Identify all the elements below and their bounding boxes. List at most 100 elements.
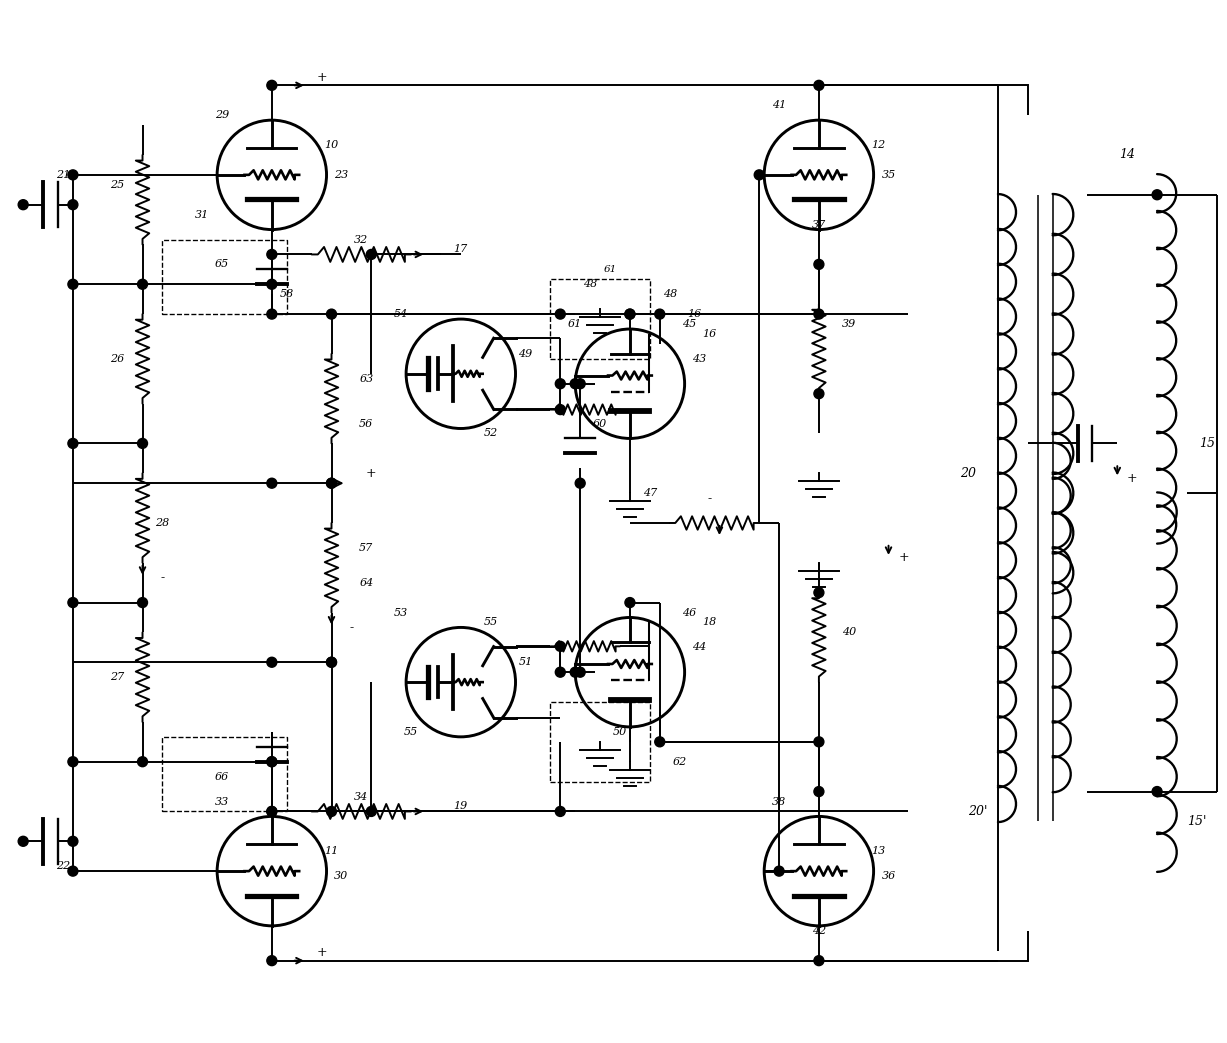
- Text: 20': 20': [968, 805, 988, 818]
- Text: 16: 16: [702, 329, 717, 339]
- Circle shape: [67, 170, 77, 179]
- Circle shape: [67, 438, 77, 448]
- Circle shape: [625, 598, 634, 607]
- Text: 58: 58: [280, 289, 294, 299]
- Circle shape: [367, 806, 377, 817]
- Text: 14: 14: [1119, 148, 1135, 162]
- Circle shape: [1152, 190, 1162, 199]
- Circle shape: [67, 866, 77, 876]
- Circle shape: [625, 309, 634, 319]
- Text: 32: 32: [355, 235, 368, 244]
- Text: +: +: [1126, 471, 1137, 485]
- Text: 12: 12: [871, 140, 886, 150]
- Circle shape: [266, 479, 277, 488]
- Circle shape: [137, 598, 147, 607]
- Text: 13: 13: [871, 846, 886, 856]
- Text: 22: 22: [55, 862, 70, 871]
- Text: 17: 17: [454, 244, 467, 254]
- Circle shape: [814, 389, 823, 398]
- Circle shape: [266, 280, 277, 289]
- Text: 31: 31: [195, 210, 210, 220]
- Circle shape: [137, 280, 147, 289]
- Text: 37: 37: [812, 220, 826, 229]
- Circle shape: [266, 249, 277, 260]
- Circle shape: [67, 836, 77, 846]
- Circle shape: [18, 836, 28, 846]
- Circle shape: [814, 309, 823, 319]
- Text: 20: 20: [960, 467, 977, 480]
- Circle shape: [326, 657, 336, 668]
- Circle shape: [266, 757, 277, 767]
- Circle shape: [326, 309, 336, 319]
- Text: 51: 51: [518, 657, 533, 668]
- Text: 26: 26: [110, 354, 125, 364]
- Circle shape: [367, 249, 377, 260]
- Text: 28: 28: [156, 518, 169, 528]
- Circle shape: [266, 806, 277, 817]
- Circle shape: [814, 955, 823, 966]
- Circle shape: [326, 657, 336, 668]
- Circle shape: [67, 280, 77, 289]
- Text: 47: 47: [643, 488, 656, 499]
- Circle shape: [266, 80, 277, 91]
- Circle shape: [571, 668, 580, 677]
- Text: -: -: [161, 572, 164, 584]
- Text: 10: 10: [324, 140, 339, 150]
- Text: 61: 61: [568, 319, 583, 329]
- Text: +: +: [898, 552, 909, 564]
- Circle shape: [814, 587, 823, 598]
- Circle shape: [556, 405, 566, 414]
- Text: 34: 34: [355, 792, 368, 801]
- Text: 66: 66: [215, 772, 229, 781]
- Circle shape: [556, 309, 566, 319]
- Text: 65: 65: [215, 260, 229, 269]
- Text: 11: 11: [324, 846, 339, 856]
- Circle shape: [814, 80, 823, 91]
- Text: +: +: [366, 467, 377, 480]
- Circle shape: [556, 806, 566, 817]
- Text: 48: 48: [663, 289, 677, 299]
- Circle shape: [814, 736, 823, 747]
- Text: 18: 18: [702, 617, 717, 628]
- Text: -: -: [708, 491, 712, 505]
- Text: 35: 35: [881, 170, 896, 179]
- Text: 57: 57: [360, 542, 373, 553]
- Circle shape: [1152, 786, 1162, 797]
- Circle shape: [18, 199, 28, 210]
- Text: +: +: [317, 71, 326, 83]
- Text: 41: 41: [772, 100, 787, 111]
- Text: 16: 16: [687, 309, 702, 319]
- Text: 46: 46: [682, 607, 697, 617]
- Text: 64: 64: [360, 578, 373, 587]
- Circle shape: [571, 379, 580, 389]
- Circle shape: [575, 379, 585, 389]
- Text: 43: 43: [692, 354, 707, 364]
- Circle shape: [814, 786, 823, 797]
- Circle shape: [326, 479, 336, 488]
- Circle shape: [575, 668, 585, 677]
- Text: -: -: [350, 621, 353, 634]
- Text: 63: 63: [360, 373, 373, 384]
- Circle shape: [67, 757, 77, 767]
- Circle shape: [556, 641, 566, 651]
- Circle shape: [774, 866, 784, 876]
- Circle shape: [67, 199, 77, 210]
- Circle shape: [755, 170, 764, 179]
- Text: 44: 44: [692, 642, 707, 652]
- Circle shape: [655, 309, 665, 319]
- Text: 45: 45: [682, 319, 697, 329]
- Text: 29: 29: [215, 111, 229, 120]
- Circle shape: [266, 806, 277, 817]
- Text: 38: 38: [772, 797, 787, 806]
- Text: 21: 21: [55, 170, 70, 179]
- Circle shape: [556, 668, 566, 677]
- Circle shape: [575, 479, 585, 488]
- Text: 25: 25: [110, 179, 125, 190]
- Text: 61: 61: [604, 265, 617, 274]
- Text: 48: 48: [583, 280, 598, 289]
- Text: 19: 19: [454, 801, 467, 811]
- Circle shape: [556, 379, 566, 389]
- Circle shape: [326, 479, 336, 488]
- Text: 54: 54: [394, 309, 409, 319]
- Text: 39: 39: [842, 319, 856, 329]
